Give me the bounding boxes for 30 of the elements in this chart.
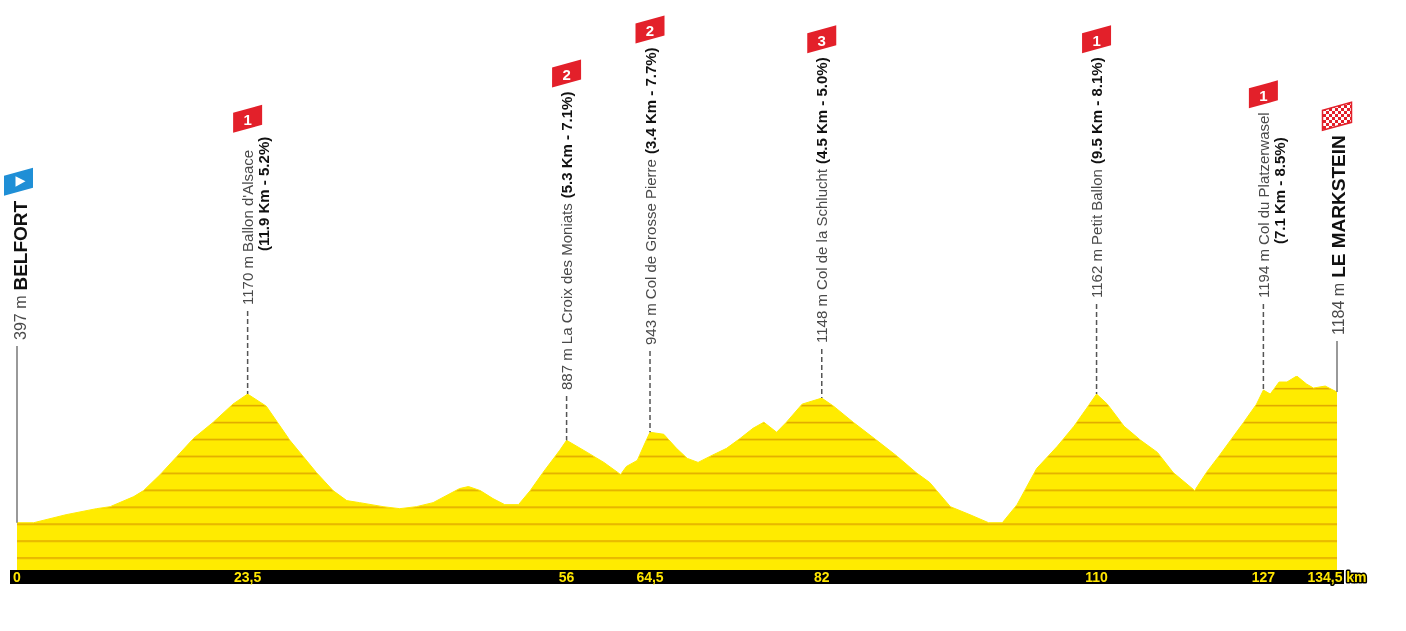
text: 1194 m Col du Platzerwasel [1254,112,1272,298]
text: 2 [645,21,655,39]
text: (3.4 Km - 7.7%) [641,47,659,155]
x-tick-label: 82 [813,569,830,585]
text: 1 [1259,86,1268,104]
x-tick-label: 134,5 km [1307,569,1367,585]
text: (4.5 Km - 5.0%) [813,57,831,165]
text: 397 m [11,295,29,340]
text: (7.1 Km - 8.5%) [1270,137,1288,244]
x-tick-label: 56 [558,569,575,585]
text: (9.5 Km - 8.1%) [1088,57,1106,165]
x-tick-label: 127 [1251,569,1276,585]
x-tick-label: 110 [1085,569,1109,585]
text: 3 [817,31,826,49]
text: 1148 m Col de la Schlucht [813,168,831,343]
text: (5.3 Km - 7.1%) [558,91,576,199]
text: 1 [243,111,252,129]
text: 2 [562,66,571,84]
annotation: 887 m La Croix des Moniats [558,203,576,390]
text: LE MARKSTEIN [1327,135,1349,278]
text: 943 m Col de Grosse Pierre [641,159,659,345]
text: BELFORT [9,200,31,291]
x-tick-label: 64,5 [636,569,664,585]
text: (11.9 Km - 5.2%) [255,136,273,251]
text: 1162 m Petit Ballon [1088,169,1106,298]
text: 1170 m Ballon d'Alsace [239,149,257,305]
text: 1184 m [1329,282,1347,335]
x-tick-label: 23,5 [234,569,262,585]
text: 1 [1092,31,1101,49]
x-tick-label: 0 [13,569,22,585]
